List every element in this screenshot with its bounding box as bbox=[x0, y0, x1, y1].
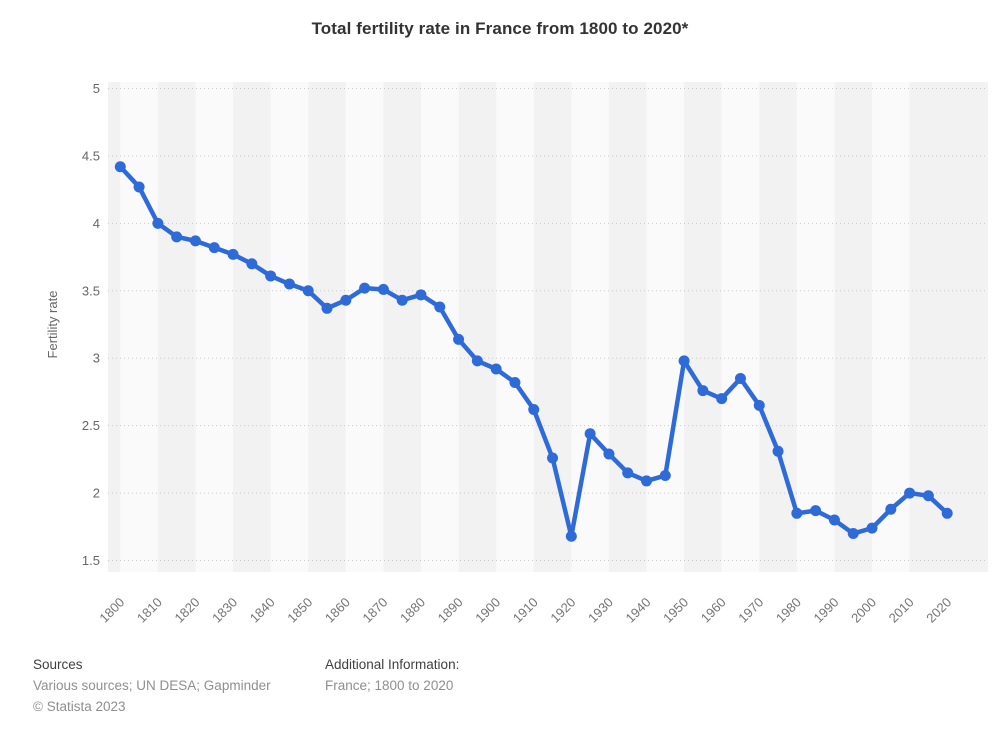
data-point bbox=[471, 355, 483, 367]
data-point bbox=[377, 283, 389, 295]
data-point bbox=[415, 289, 427, 301]
data-point bbox=[133, 181, 145, 193]
data-point bbox=[490, 363, 502, 375]
data-point bbox=[584, 428, 596, 440]
data-point bbox=[641, 475, 653, 487]
decade-band bbox=[270, 82, 309, 572]
x-tick-label: 1800 bbox=[96, 595, 127, 626]
y-tick-label: 3 bbox=[93, 351, 100, 366]
x-tick-label: 1900 bbox=[472, 595, 503, 626]
sources-block: Sources Various sources; UN DESA; Gapmin… bbox=[33, 654, 313, 717]
data-point bbox=[810, 505, 822, 517]
data-point bbox=[453, 333, 465, 345]
data-point bbox=[171, 231, 183, 243]
x-tick-label: 1890 bbox=[435, 595, 466, 626]
y-tick-label: 2 bbox=[93, 486, 100, 501]
y-tick-label: 4.5 bbox=[82, 148, 100, 163]
sources-text: Various sources; UN DESA; Gapminder bbox=[33, 678, 271, 693]
x-tick-label: 1860 bbox=[322, 595, 353, 626]
chart-title: Total fertility rate in France from 1800… bbox=[311, 19, 689, 38]
data-point bbox=[941, 507, 953, 519]
x-tick-label: 1970 bbox=[735, 595, 766, 626]
data-point bbox=[866, 522, 878, 534]
x-tick-label: 1920 bbox=[547, 595, 578, 626]
x-tick-label: 1960 bbox=[698, 595, 729, 626]
data-point bbox=[509, 376, 521, 388]
additional-info-block: Additional Information: France; 1800 to … bbox=[325, 654, 645, 696]
x-tick-label: 1980 bbox=[773, 595, 804, 626]
data-point bbox=[152, 217, 164, 229]
data-point bbox=[791, 507, 803, 519]
data-point bbox=[922, 490, 934, 502]
data-point bbox=[528, 403, 540, 415]
x-tick-label: 1850 bbox=[284, 595, 315, 626]
x-tick-label: 1820 bbox=[172, 595, 203, 626]
x-tick-label: 1930 bbox=[585, 595, 616, 626]
data-point bbox=[246, 258, 258, 270]
x-tick-label: 1940 bbox=[623, 595, 654, 626]
data-point bbox=[828, 514, 840, 526]
data-point bbox=[547, 452, 559, 464]
x-tick-label: 2000 bbox=[848, 595, 879, 626]
data-point bbox=[603, 448, 615, 460]
additional-info-label: Additional Information: bbox=[325, 657, 460, 672]
sources-label: Sources bbox=[33, 657, 83, 672]
decade-band bbox=[796, 82, 835, 572]
data-point bbox=[208, 242, 220, 254]
decade-band bbox=[646, 82, 685, 572]
data-point bbox=[678, 355, 690, 367]
data-point bbox=[847, 528, 859, 540]
y-axis-title: Fertility rate bbox=[45, 291, 60, 359]
data-point bbox=[904, 487, 916, 499]
data-point bbox=[659, 470, 671, 482]
data-point bbox=[622, 467, 634, 479]
y-tick-label: 4 bbox=[93, 216, 100, 231]
additional-info-text: France; 1800 to 2020 bbox=[325, 678, 454, 693]
data-point bbox=[734, 372, 746, 384]
decade-band bbox=[872, 82, 910, 572]
decade-band bbox=[721, 82, 760, 572]
decade-band bbox=[345, 82, 384, 572]
plot-background bbox=[108, 82, 988, 572]
data-point bbox=[753, 399, 765, 411]
data-point bbox=[434, 301, 446, 313]
decade-band bbox=[120, 82, 158, 572]
data-point bbox=[359, 282, 371, 294]
x-tick-label: 1910 bbox=[510, 595, 541, 626]
decade-band bbox=[195, 82, 234, 572]
data-point bbox=[340, 294, 352, 306]
x-tick-label: 1810 bbox=[134, 595, 165, 626]
data-point bbox=[265, 270, 277, 282]
data-point bbox=[697, 385, 709, 397]
x-tick-label: 2020 bbox=[923, 595, 954, 626]
x-tick-label: 2010 bbox=[886, 595, 917, 626]
data-point bbox=[283, 278, 295, 290]
decade-band bbox=[496, 82, 534, 572]
data-point bbox=[189, 235, 201, 247]
y-tick-label: 1.5 bbox=[82, 553, 100, 568]
copyright-text: © Statista 2023 bbox=[33, 699, 126, 714]
data-point bbox=[772, 445, 784, 457]
y-tick-label: 3.5 bbox=[82, 283, 100, 298]
x-tick-label: 1880 bbox=[397, 595, 428, 626]
data-point bbox=[716, 393, 728, 405]
x-tick-label: 1870 bbox=[359, 595, 390, 626]
data-point bbox=[321, 302, 333, 314]
x-tick-label: 1830 bbox=[209, 595, 240, 626]
x-tick-label: 1840 bbox=[247, 595, 278, 626]
data-point bbox=[565, 530, 577, 542]
data-point bbox=[227, 248, 239, 260]
x-tick-label: 1990 bbox=[810, 595, 841, 626]
data-point bbox=[302, 285, 314, 297]
x-tick-label: 1950 bbox=[660, 595, 691, 626]
data-point bbox=[114, 161, 126, 173]
y-tick-label: 2.5 bbox=[82, 418, 100, 433]
y-tick-label: 5 bbox=[93, 81, 100, 96]
data-point bbox=[396, 294, 408, 306]
data-point bbox=[885, 503, 897, 515]
